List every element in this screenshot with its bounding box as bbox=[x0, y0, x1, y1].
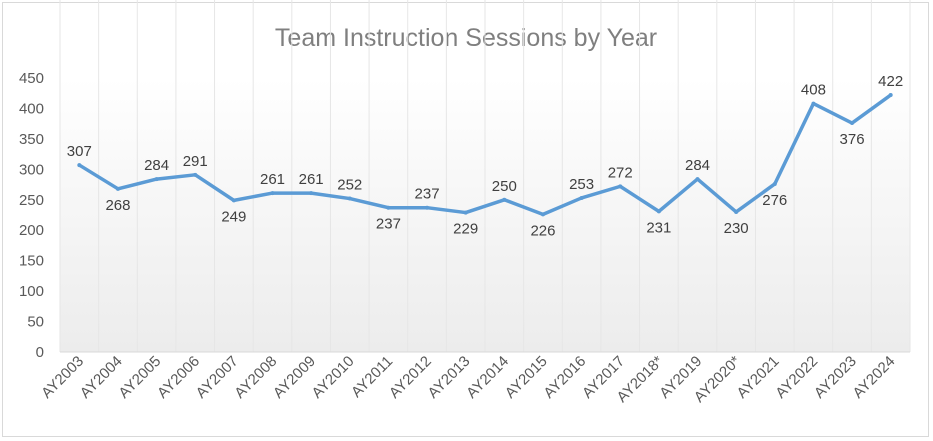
y-tick-label: 400 bbox=[19, 100, 44, 117]
data-label: 284 bbox=[144, 157, 169, 174]
data-point bbox=[270, 191, 275, 196]
y-tick-label: 0 bbox=[36, 344, 44, 361]
x-tick-label: AY2010 bbox=[309, 353, 358, 402]
y-tick-label: 300 bbox=[19, 161, 44, 178]
data-label: 307 bbox=[67, 143, 92, 160]
data-point bbox=[850, 121, 855, 126]
x-tick-label: AY2012 bbox=[386, 353, 435, 402]
y-tick-label: 450 bbox=[19, 70, 44, 87]
data-label: 408 bbox=[801, 82, 826, 99]
data-point bbox=[540, 212, 545, 217]
data-point bbox=[386, 205, 391, 210]
chart-title: Team Instruction Sessions by Year bbox=[275, 24, 657, 52]
data-point bbox=[425, 205, 430, 210]
data-point bbox=[695, 177, 700, 182]
x-tick-label: AY2006 bbox=[154, 353, 203, 402]
plot-area: 050100150200250300350400450AY2003AY2004A… bbox=[19, 0, 911, 406]
x-tick-label: AY2015 bbox=[502, 353, 551, 402]
x-tick-label: AY2005 bbox=[115, 353, 164, 402]
data-point bbox=[502, 197, 507, 202]
x-tick-label: AY2024 bbox=[850, 353, 899, 402]
y-tick-label: 250 bbox=[19, 192, 44, 209]
data-label: 291 bbox=[183, 153, 208, 170]
data-label: 284 bbox=[685, 157, 710, 174]
data-label: 261 bbox=[299, 171, 324, 188]
data-point bbox=[734, 209, 739, 214]
data-label: 237 bbox=[376, 216, 401, 233]
x-tick-label: AY2014 bbox=[463, 353, 512, 402]
data-label: 230 bbox=[724, 220, 749, 237]
data-label: 261 bbox=[260, 171, 285, 188]
data-point bbox=[463, 210, 468, 215]
data-label: 231 bbox=[646, 219, 671, 236]
data-point bbox=[309, 191, 314, 196]
data-point bbox=[811, 101, 816, 106]
x-tick-label: AY2008 bbox=[231, 353, 280, 402]
y-tick-label: 100 bbox=[19, 283, 44, 300]
x-tick-label: AY2009 bbox=[270, 353, 319, 402]
y-tick-label: 50 bbox=[27, 314, 44, 331]
data-point bbox=[579, 195, 584, 200]
data-point bbox=[888, 93, 893, 98]
data-label: 229 bbox=[453, 221, 478, 238]
data-label: 250 bbox=[492, 178, 517, 195]
data-label: 249 bbox=[221, 208, 246, 225]
x-tick-label: AY2016 bbox=[540, 353, 589, 402]
data-label: 376 bbox=[840, 131, 865, 148]
y-tick-label: 200 bbox=[19, 222, 44, 239]
data-label: 253 bbox=[569, 176, 594, 193]
x-tick-label: AY2004 bbox=[77, 353, 126, 402]
data-point bbox=[115, 186, 120, 191]
data-point bbox=[772, 181, 777, 186]
data-label: 237 bbox=[415, 186, 440, 203]
x-tick-label: AY2007 bbox=[193, 353, 242, 402]
x-tick-label: AY2013 bbox=[425, 353, 474, 402]
data-point bbox=[231, 198, 236, 203]
y-tick-label: 350 bbox=[19, 131, 44, 148]
x-tick-label: AY2023 bbox=[811, 353, 860, 402]
data-label: 276 bbox=[762, 192, 787, 209]
data-label: 422 bbox=[878, 73, 903, 90]
x-tick-label: AY2022 bbox=[772, 353, 821, 402]
data-label: 252 bbox=[337, 177, 362, 194]
x-tick-label: AY2021 bbox=[734, 353, 783, 402]
x-tick-label: AY2003 bbox=[38, 353, 87, 402]
data-point bbox=[618, 184, 623, 189]
data-point bbox=[154, 177, 159, 182]
data-point bbox=[656, 209, 661, 214]
series-line bbox=[77, 93, 893, 217]
y-tick-label: 150 bbox=[19, 253, 44, 270]
data-point bbox=[347, 196, 352, 201]
data-label: 268 bbox=[105, 197, 130, 214]
data-label: 226 bbox=[530, 222, 555, 239]
data-point bbox=[77, 163, 82, 168]
data-point bbox=[193, 172, 198, 177]
data-label: 272 bbox=[608, 164, 633, 181]
